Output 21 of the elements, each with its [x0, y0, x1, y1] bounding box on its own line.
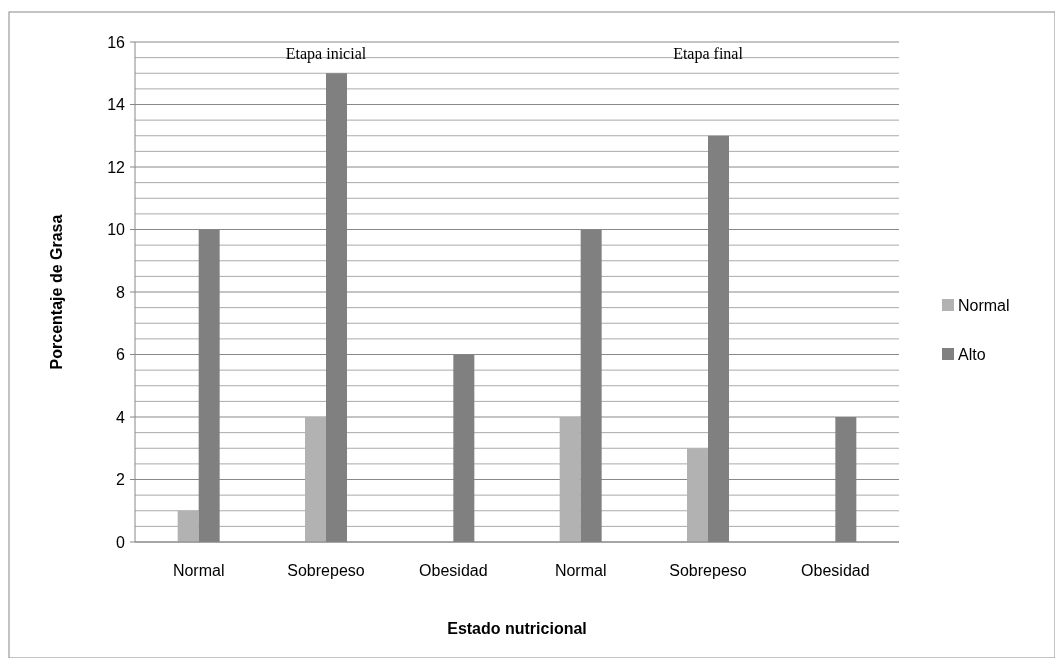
y-tick-label: 10: [107, 221, 126, 239]
y-tick-label: 12: [107, 158, 126, 176]
legend-label: Alto: [958, 345, 986, 363]
x-tick-label: Obesidad: [801, 562, 870, 579]
x-tick-label: Sobrepeso: [287, 562, 365, 579]
annotation: Etapa final: [673, 45, 744, 63]
x-tick-label: Normal: [172, 562, 225, 579]
y-tick-label: 4: [116, 408, 126, 426]
y-tick-label: 16: [107, 33, 126, 51]
y-tick-label: 8: [116, 283, 126, 301]
x-axis-title: Estado nutricional: [447, 620, 587, 637]
y-tick-label: 2: [116, 471, 126, 489]
y-tick-label: 14: [107, 96, 126, 114]
y-tick-label: 6: [116, 346, 126, 364]
y-tick-label: 0: [116, 533, 126, 551]
y-axis-title: Porcentaje de Grasa: [48, 214, 65, 370]
x-tick-label: Obesidad: [419, 562, 488, 579]
legend-label: Normal: [958, 296, 1010, 314]
x-tick-label: Sobrepeso: [669, 562, 747, 579]
x-tick-label: Normal: [554, 562, 607, 579]
annotation: Etapa inicial: [285, 45, 367, 63]
